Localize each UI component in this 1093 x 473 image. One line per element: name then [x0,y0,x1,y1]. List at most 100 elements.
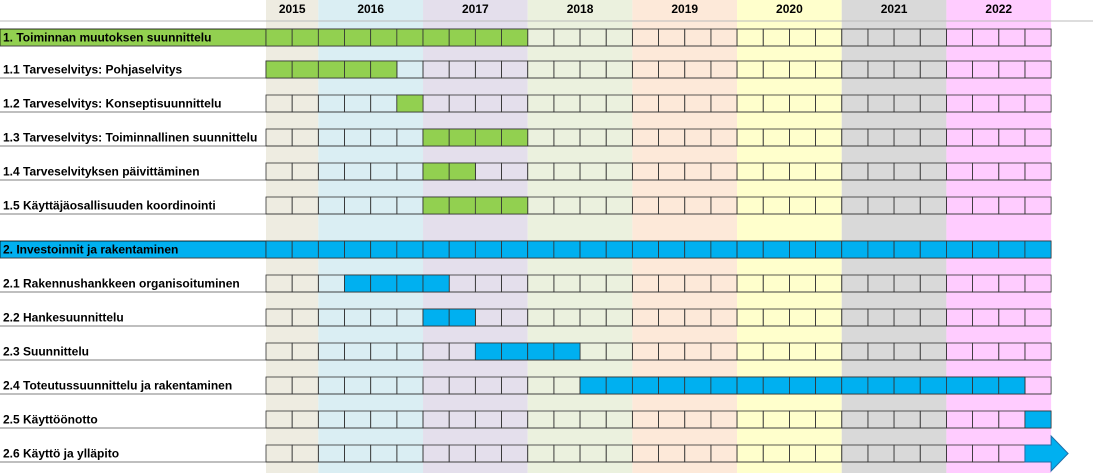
row-label: 1. Toiminnan muutoksen suunnittelu [3,31,211,45]
filled-cell [370,274,398,293]
filled-cell [946,240,973,259]
filled-cell [762,240,790,259]
row-label: 2.2 Hankesuunnittelu [3,311,124,325]
row-label: 1.1 Tarveselvitys: Pohjaselvitys [3,63,183,77]
filled-cell [422,274,450,293]
filled-cell [527,342,555,361]
filled-cell [501,128,529,147]
filled-cell [370,60,398,79]
filled-cell [710,376,738,395]
filled-cell [422,162,450,181]
row-label: 1.5 Käyttäjäosallisuuden koordinointi [3,199,216,213]
year-label: 2018 [567,2,594,16]
cell [1024,60,1052,79]
filled-cell [605,376,633,395]
row-label: 2.3 Suunnittelu [3,345,89,359]
filled-cell [291,28,319,47]
year-label: 2022 [985,2,1012,16]
filled-cell [474,196,502,215]
filled-cell [344,60,372,79]
row-label: 1.3 Tarveselvitys: Toiminnallinen suunni… [3,131,257,145]
row-label: 1.4 Tarveselvityksen päivittäminen [3,165,200,179]
filled-cell [841,240,869,259]
filled-cell [815,376,843,395]
filled-cell [396,94,424,113]
filled-cell [893,240,921,259]
filled-cell [396,240,424,259]
filled-cell [553,240,581,259]
filled-cell [789,240,816,259]
year-label: 2015 [279,2,306,16]
filled-cell [789,376,816,395]
filled-cell [344,240,372,259]
cell [1024,94,1052,113]
filled-cell [396,28,424,47]
filled-cell [422,28,450,47]
filled-cell [579,240,607,259]
filled-cell [265,28,293,47]
filled-cell [867,376,895,395]
filled-cell [919,240,947,259]
filled-cell [448,196,476,215]
year-label: 2020 [776,2,803,16]
filled-cell [265,60,293,79]
filled-cell [736,376,764,395]
filled-cell [684,240,712,259]
filled-cell [317,240,345,259]
filled-cell [422,128,450,147]
filled-cell [658,376,686,395]
row-label: 2.1 Rakennushankkeen organisoituminen [3,277,240,291]
filled-cell [448,128,476,147]
filled-cell [553,342,581,361]
filled-cell [998,240,1026,259]
row-label: 2.5 Käyttöönotto [3,413,98,427]
filled-cell [265,240,293,259]
filled-cell [291,240,319,259]
filled-cell [317,28,345,47]
filled-cell [631,240,659,259]
filled-cell [841,376,869,395]
filled-cell [448,162,476,181]
filled-cell [501,342,529,361]
filled-cell [370,240,398,259]
row-label: 2.4 Toteutussuunnittelu ja rakentaminen [3,379,232,393]
arrow-bar [1024,434,1069,473]
filled-cell [448,308,476,327]
cell [1024,128,1052,147]
filled-cell [370,28,398,47]
filled-cell [1024,410,1052,429]
year-label: 2019 [671,2,698,16]
filled-cell [474,240,502,259]
filled-cell [762,376,790,395]
year-label: 2016 [357,2,384,16]
filled-cell [998,376,1026,395]
filled-cell [474,28,502,47]
cell [1024,162,1052,181]
filled-cell [422,240,450,259]
filled-cell [422,308,450,327]
filled-cell [815,240,843,259]
filled-cell [710,240,738,259]
filled-cell [605,240,633,259]
cell [1024,28,1052,47]
filled-cell [867,240,895,259]
row-label: 2.6 Käyttö ja ylläpito [3,447,119,461]
filled-cell [317,60,345,79]
filled-cell [684,376,712,395]
filled-cell [501,28,529,47]
filled-cell [344,28,372,47]
filled-cell [501,240,529,259]
cell [1024,342,1052,361]
filled-cell [1024,240,1052,259]
filled-cell [631,376,659,395]
filled-cell [736,240,764,259]
cell [1024,274,1052,293]
filled-cell [474,342,502,361]
year-label: 2017 [462,2,489,16]
filled-cell [972,376,1000,395]
row-label: 1.2 Tarveselvitys: Konseptisuunnittelu [3,97,222,111]
filled-cell [893,376,921,395]
cell [1024,196,1052,215]
filled-cell [422,196,450,215]
